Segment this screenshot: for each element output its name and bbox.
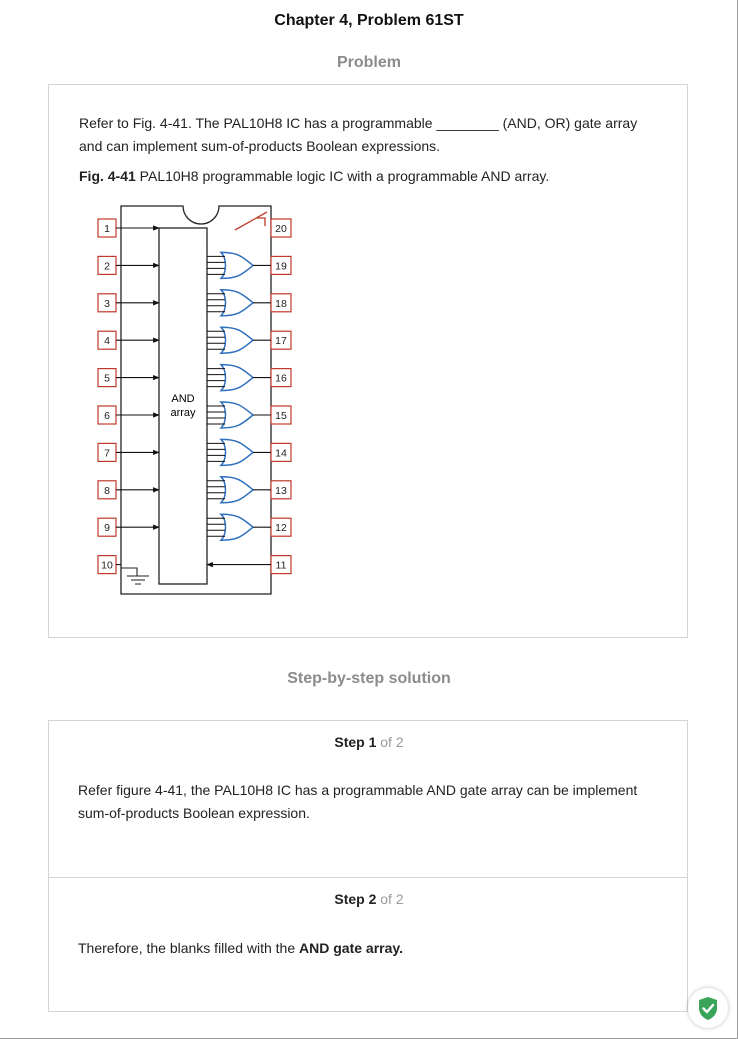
and-array-box <box>158 227 208 585</box>
step-divider <box>48 877 688 878</box>
or-gate-13 <box>207 476 271 504</box>
solution-label: Step-by-step solution <box>287 670 451 687</box>
step-1-of: of 2 <box>376 734 404 750</box>
svg-text:13: 13 <box>275 485 287 497</box>
right-pin-11: 11 <box>270 555 292 575</box>
step-1-text-line-2: sum-of-products Boolean expression. <box>78 805 310 821</box>
svg-text:2: 2 <box>104 260 110 272</box>
or-gate-16 <box>207 363 271 392</box>
or-gates <box>207 251 271 541</box>
left-pin-10: 10 <box>97 555 121 575</box>
step-2-text-bold: AND gate array. <box>299 940 404 956</box>
svg-text:16: 16 <box>275 373 287 385</box>
problem-text: Refer to Fig. 4-41. The PAL10H8 IC has a… <box>79 112 659 158</box>
left-pin-6: 6 <box>97 405 160 425</box>
step-1-text-line-1: Refer figure 4-41, the PAL10H8 IC has a … <box>78 782 638 798</box>
step-2-text-prefix: Therefore, the blanks filled with the <box>78 940 300 956</box>
left-pin-2: 2 <box>97 255 160 276</box>
svg-text:11: 11 <box>276 560 287 572</box>
step-1-header: Step 1 of 2 <box>0 734 738 750</box>
svg-text:10: 10 <box>101 560 113 572</box>
problem-text-line-1: Refer to Fig. 4-41. The PAL10H8 IC has a… <box>79 115 638 131</box>
shield-check-badge[interactable] <box>688 988 728 1028</box>
step-2-header: Step 2 of 2 <box>0 891 738 907</box>
and-array-label-1: AND <box>171 393 194 405</box>
left-pin-4: 4 <box>97 330 160 350</box>
right-pin-13: 13 <box>270 480 292 500</box>
page-title: Chapter 4, Problem 61ST <box>274 12 464 29</box>
step-2-of: of 2 <box>376 891 404 907</box>
left-pin-7: 7 <box>97 442 160 462</box>
shield-check-icon <box>699 997 717 1020</box>
figure-caption-text: PAL10H8 programmable logic IC with a pro… <box>135 168 550 184</box>
svg-text:8: 8 <box>104 485 110 497</box>
svg-text:7: 7 <box>104 447 110 459</box>
and-array-label-2: array <box>170 407 196 419</box>
svg-text:19: 19 <box>275 260 287 272</box>
ground-icon <box>121 567 149 585</box>
left-pin-1: 1 <box>97 218 160 238</box>
or-gate-14 <box>207 438 271 467</box>
or-gate-17 <box>207 326 271 354</box>
or-gate-18 <box>207 289 271 317</box>
svg-text:20: 20 <box>275 223 287 235</box>
programmable-mark <box>234 211 268 231</box>
svg-text:18: 18 <box>275 298 287 310</box>
step-2-text: Therefore, the blanks filled with the AN… <box>78 937 658 960</box>
problem-label: Problem <box>336 54 401 71</box>
figure-caption: Fig. 4-41 PAL10H8 programmable logic IC … <box>79 168 659 184</box>
or-gate-15 <box>207 401 271 429</box>
right-pin-14: 14 <box>270 442 292 462</box>
svg-text:1: 1 <box>104 223 110 235</box>
right-pin-19: 19 <box>270 255 292 276</box>
right-pin-17: 17 <box>270 330 292 350</box>
svg-text:6: 6 <box>104 410 110 422</box>
right-pin-20: 20 <box>270 218 292 238</box>
step-1-word: Step 1 <box>334 734 377 750</box>
svg-text:12: 12 <box>275 522 287 534</box>
left-pins: 1 2 3 4 5 6 7 8 9 10 <box>97 218 160 575</box>
solution-card <box>48 720 688 1012</box>
step-1-text: Refer figure 4-41, the PAL10H8 IC has a … <box>78 779 658 825</box>
figure-caption-label: Fig. 4-41 <box>79 168 136 184</box>
svg-text:15: 15 <box>275 410 287 422</box>
left-pin-3: 3 <box>97 293 160 313</box>
right-pin-16: 16 <box>270 368 292 388</box>
svg-text:9: 9 <box>104 522 110 534</box>
step-2-word: Step 2 <box>334 891 377 907</box>
right-pin-18: 18 <box>270 293 292 313</box>
right-pin-12: 12 <box>270 517 292 537</box>
or-gate-19 <box>207 251 271 280</box>
left-pin-5: 5 <box>97 368 160 388</box>
or-gate-12 <box>207 513 271 541</box>
svg-text:5: 5 <box>104 373 110 385</box>
svg-text:4: 4 <box>104 335 110 347</box>
svg-text:14: 14 <box>275 447 287 459</box>
problem-text-line-2: and can implement sum-of-products Boolea… <box>79 138 441 154</box>
left-pin-8: 8 <box>97 480 160 500</box>
right-pin-15: 15 <box>270 405 292 425</box>
problem-card: Refer to Fig. 4-41. The PAL10H8 IC has a… <box>48 84 688 638</box>
svg-text:17: 17 <box>275 335 287 347</box>
svg-text:3: 3 <box>104 298 110 310</box>
left-pin-9: 9 <box>97 517 160 537</box>
